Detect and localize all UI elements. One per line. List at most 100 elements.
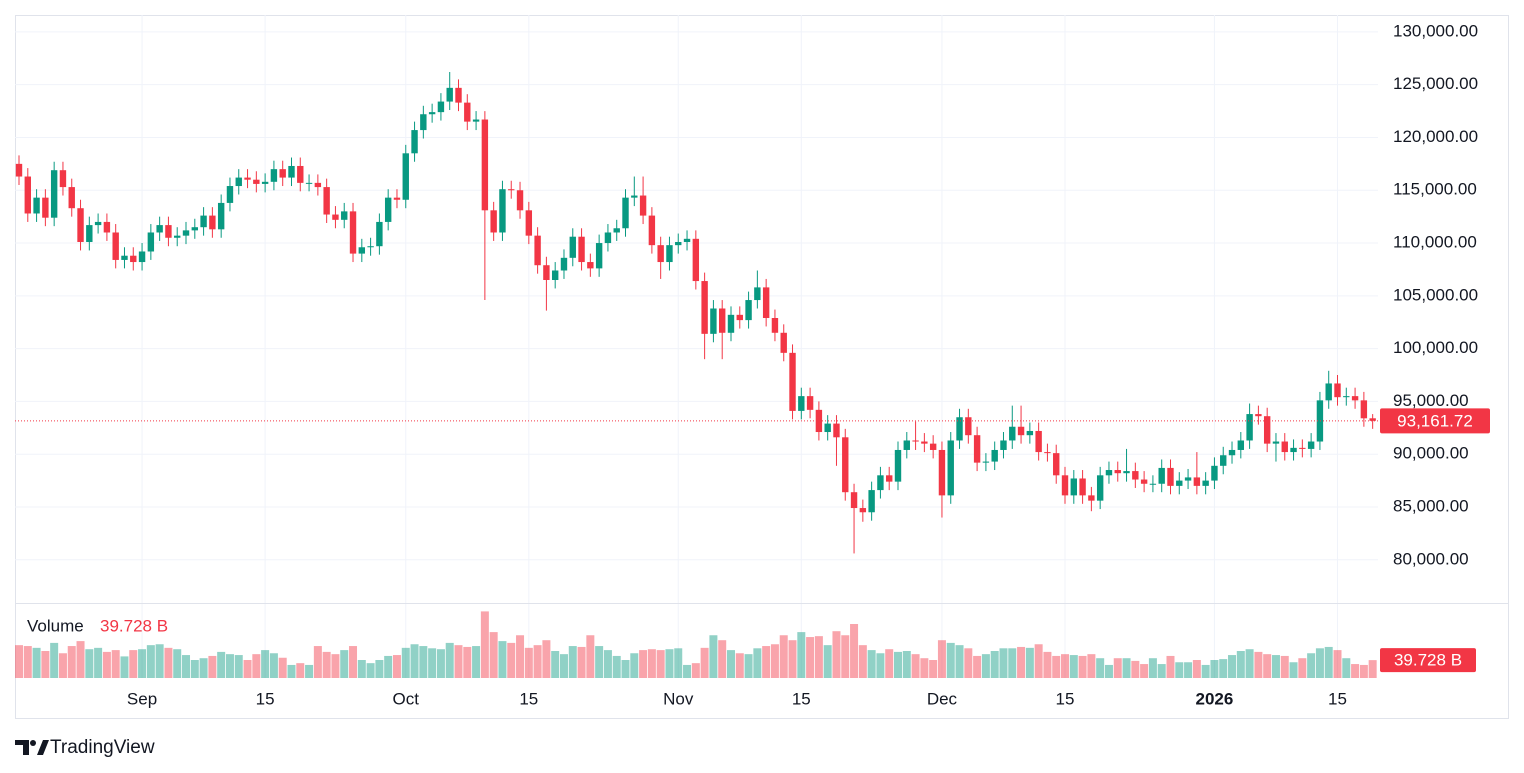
y-tick-label: 85,000.00 <box>1393 496 1469 515</box>
volume-bar <box>445 642 454 678</box>
volume-bar <box>1342 658 1351 678</box>
candle-body <box>604 232 612 244</box>
volume-bar <box>568 646 577 678</box>
candle-body <box>727 314 735 333</box>
volume-bar <box>1192 660 1201 678</box>
candle-body <box>42 197 49 218</box>
volume-bar <box>1166 655 1175 678</box>
candle-body <box>235 177 242 187</box>
volume-bar <box>58 653 67 678</box>
volume-bar <box>287 664 296 678</box>
candle-body <box>77 208 84 242</box>
brand-logo[interactable]: TradingView <box>15 737 155 758</box>
volume-bar <box>964 648 973 678</box>
candle-body <box>877 475 884 491</box>
candle-body <box>965 417 972 436</box>
y-tick-label: 95,000.00 <box>1393 391 1469 410</box>
volume-bar <box>1210 660 1219 678</box>
candle-body <box>613 228 620 233</box>
candle-body <box>789 352 796 411</box>
price-pane <box>15 72 1378 554</box>
volume-bar <box>1140 664 1149 678</box>
volume-bar <box>788 640 797 678</box>
candle-body <box>1316 400 1324 442</box>
candle-body <box>305 182 313 184</box>
candle-body <box>112 232 119 260</box>
candle-body <box>24 176 31 214</box>
candle-body <box>912 440 919 442</box>
volume-bar <box>76 641 85 678</box>
volume-bar <box>1175 662 1184 678</box>
volume-bar <box>920 658 929 678</box>
volume-bar <box>1052 655 1061 678</box>
candle-body <box>472 119 480 122</box>
volume-bar <box>1034 644 1043 678</box>
volume-bar <box>1254 651 1263 678</box>
y-tick-label: 130,000.00 <box>1393 21 1478 40</box>
volume-bar <box>603 650 612 678</box>
candle-body <box>1053 453 1060 476</box>
volume-bar <box>67 646 76 678</box>
volume-bar <box>313 646 322 678</box>
candle-body <box>191 227 198 231</box>
volume-bar <box>120 656 129 678</box>
volume-bar <box>269 653 278 678</box>
candle-body <box>762 287 770 319</box>
volume-bar <box>516 635 525 678</box>
volume-bar <box>753 648 762 678</box>
volume-bar <box>102 651 111 678</box>
volume-bar <box>630 653 639 678</box>
y-tick-label: 100,000.00 <box>1393 338 1478 357</box>
volume-bar <box>190 660 199 678</box>
candle-body <box>261 181 269 184</box>
candle-body <box>420 114 427 131</box>
candle-body <box>1237 440 1245 450</box>
candle-body <box>754 287 761 301</box>
candle-body <box>929 443 937 450</box>
volume-bar <box>331 654 340 678</box>
x-tick-label: Dec <box>927 689 958 708</box>
candle-body <box>622 197 629 229</box>
volume-bar <box>85 649 94 678</box>
volume-bar <box>208 655 217 678</box>
grid <box>15 15 1378 678</box>
candle-body <box>657 245 664 263</box>
candle-body <box>1158 467 1165 484</box>
candle-body <box>798 396 805 411</box>
candle-body <box>719 308 726 333</box>
candle-body <box>349 211 357 254</box>
volume-bar <box>621 660 630 678</box>
volume-bar <box>436 649 445 678</box>
candle-body <box>631 195 638 198</box>
candle-body <box>428 112 436 115</box>
candle-body <box>253 179 260 184</box>
volume-bar <box>946 642 955 678</box>
candle-body <box>710 308 717 334</box>
volume-bar <box>243 660 252 678</box>
candle-body <box>525 210 533 236</box>
volume-bar <box>1069 655 1078 678</box>
volume-bar <box>726 650 735 678</box>
volume-bar <box>392 655 401 678</box>
candle-body <box>1132 471 1139 480</box>
candle-body <box>174 235 181 238</box>
candle-body <box>358 247 366 254</box>
candle-body <box>165 225 172 238</box>
volume-bar <box>981 654 990 678</box>
candle-body <box>200 215 207 228</box>
y-tick-label: 115,000.00 <box>1393 180 1477 199</box>
candle-body <box>314 182 322 188</box>
candle-body <box>1176 480 1183 486</box>
candle-body <box>121 255 128 260</box>
volume-bar <box>823 645 832 678</box>
volume-value-box <box>1380 648 1476 673</box>
volume-bar <box>155 644 164 678</box>
candle-body <box>1061 475 1069 496</box>
volume-bar <box>639 650 648 678</box>
candle-body <box>499 189 506 233</box>
volume-bar <box>656 650 665 678</box>
volume-bar <box>595 646 604 678</box>
logo-icon <box>15 740 29 755</box>
candle-body <box>1079 478 1086 496</box>
volume-bar <box>1315 648 1324 678</box>
